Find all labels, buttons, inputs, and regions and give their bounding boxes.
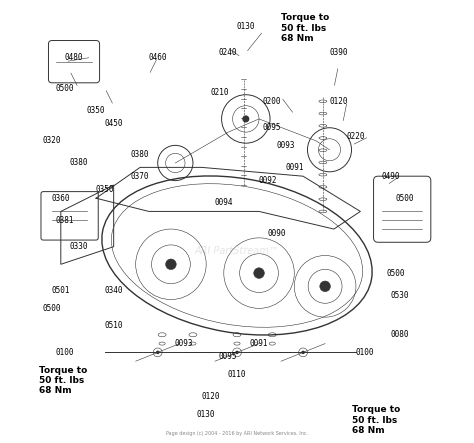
Circle shape (165, 259, 176, 270)
Text: 0240: 0240 (219, 48, 237, 57)
Text: 0210: 0210 (210, 88, 228, 97)
Text: 0350: 0350 (96, 185, 114, 194)
Text: 0200: 0200 (263, 97, 282, 106)
Text: 0093: 0093 (175, 339, 193, 348)
Circle shape (254, 268, 264, 278)
Circle shape (320, 281, 330, 291)
Text: 0091: 0091 (250, 339, 268, 348)
Text: 0093: 0093 (276, 141, 295, 150)
Text: 0095: 0095 (263, 123, 282, 132)
Text: 0095: 0095 (219, 352, 237, 361)
Text: 0500: 0500 (43, 304, 61, 313)
Text: 0450: 0450 (104, 119, 123, 128)
Text: 0530: 0530 (391, 291, 409, 299)
Text: 0130: 0130 (197, 410, 215, 419)
Text: 0350: 0350 (87, 105, 105, 115)
Text: 0220: 0220 (346, 132, 365, 141)
Text: 0370: 0370 (131, 172, 149, 181)
Text: 0100: 0100 (356, 348, 374, 357)
Text: 0380: 0380 (69, 159, 88, 167)
Text: 0091: 0091 (285, 163, 303, 172)
Text: 0381: 0381 (56, 216, 74, 225)
Text: 0110: 0110 (228, 370, 246, 379)
Text: 0100: 0100 (56, 348, 74, 357)
Text: Page design (c) 2004 - 2016 by ARI Network Services, Inc.: Page design (c) 2004 - 2016 by ARI Netwo… (166, 431, 308, 436)
Text: ARI PartStream™: ARI PartStream™ (195, 246, 279, 256)
Text: 0360: 0360 (52, 194, 70, 203)
Text: 0080: 0080 (391, 330, 409, 339)
Text: 0120: 0120 (329, 97, 347, 106)
Text: 0320: 0320 (43, 136, 61, 145)
Text: 0460: 0460 (148, 53, 167, 62)
Circle shape (242, 116, 249, 122)
Text: 0480: 0480 (65, 53, 83, 62)
Text: 0380: 0380 (131, 150, 149, 159)
Text: 0340: 0340 (104, 286, 123, 295)
Text: Torque to
50 ft. lbs
68 Nm: Torque to 50 ft. lbs 68 Nm (352, 405, 400, 435)
Text: 0094: 0094 (215, 198, 233, 207)
Circle shape (156, 350, 159, 354)
Circle shape (301, 350, 305, 354)
Text: 0090: 0090 (267, 229, 286, 238)
Text: 0500: 0500 (386, 268, 405, 278)
Text: Torque to
50 ft. lbs
68 Nm: Torque to 50 ft. lbs 68 Nm (39, 365, 87, 396)
Text: 0092: 0092 (259, 176, 277, 185)
Text: 0510: 0510 (104, 322, 123, 330)
Text: 0501: 0501 (52, 286, 70, 295)
Text: Torque to
50 ft. lbs
68 Nm: Torque to 50 ft. lbs 68 Nm (281, 13, 329, 43)
Text: 0500: 0500 (56, 84, 74, 93)
Text: 0390: 0390 (329, 48, 347, 57)
Circle shape (235, 350, 239, 354)
Text: 0500: 0500 (395, 194, 414, 203)
Text: 0490: 0490 (382, 172, 401, 181)
Text: 0130: 0130 (237, 22, 255, 31)
Text: 0330: 0330 (69, 242, 88, 251)
Text: 0120: 0120 (201, 392, 220, 401)
